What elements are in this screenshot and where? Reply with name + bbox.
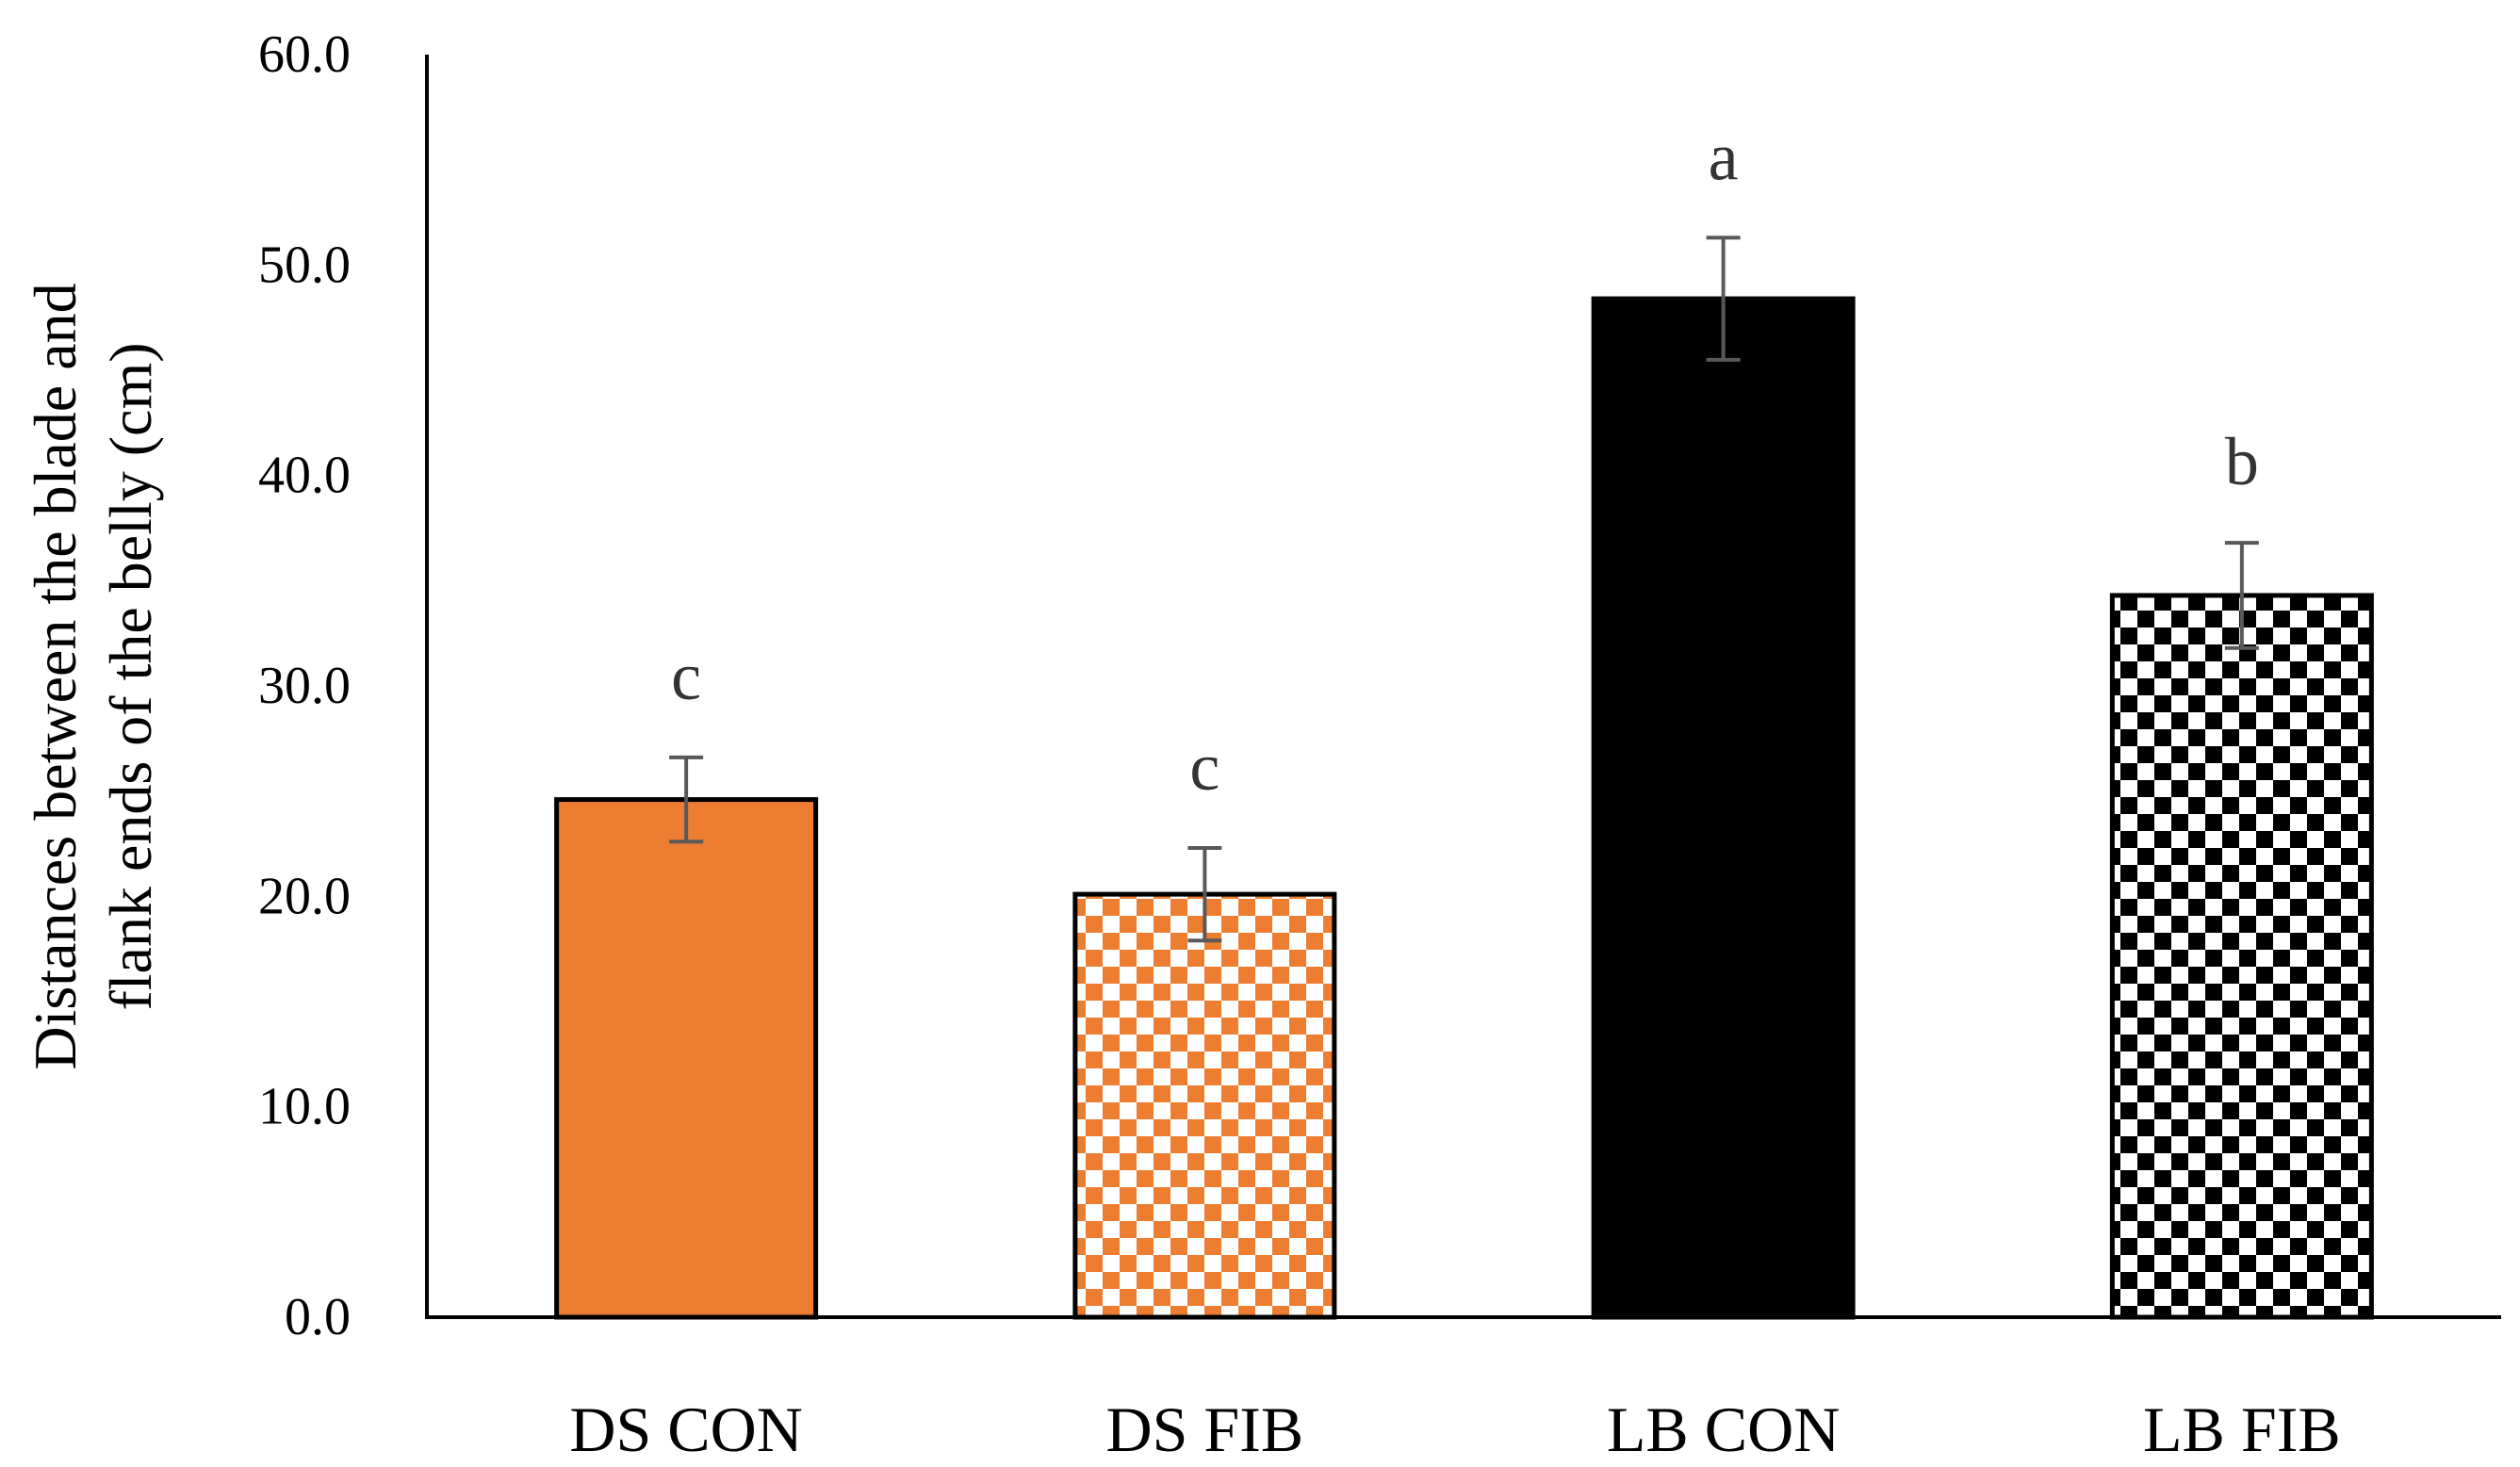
y-axis-title: Distances between the blade and flank en… [22,283,164,1069]
category-labels: DS CON DS FIB LB CON LB FIB [569,1394,2340,1465]
significance-label: b [2225,424,2259,499]
significance-label: c [1189,729,1219,805]
significance-label: a [1709,119,1739,194]
y-tick-label: 20.0 [258,867,351,925]
bar-lb-con [1594,299,1853,1317]
y-tick-label: 50.0 [258,236,351,294]
x-category-label: DS FIB [1106,1394,1304,1465]
y-tick-label: 0.0 [285,1288,351,1346]
y-axis-ticks: 0.0 10.0 20.0 30.0 40.0 50.0 60.0 [258,25,351,1346]
x-category-label: LB CON [1607,1394,1840,1465]
bar-ds-fib [1075,894,1334,1317]
x-category-label: LB FIB [2143,1394,2341,1465]
error-bars [669,237,2259,940]
bar-lb-fib [2112,595,2371,1317]
y-tick-label: 60.0 [258,25,351,84]
significance-labels: c c a b [671,119,2259,805]
significance-label: c [671,639,701,714]
y-axis-title-line-1: Distances between the blade and [22,283,89,1069]
y-tick-label: 40.0 [258,447,351,505]
bar-chart: Distances between the blade and flank en… [0,0,2520,1467]
x-category-label: DS CON [569,1394,803,1465]
y-axis-title-line-2: flank ends of the belly (cm) [97,342,164,1010]
bar-ds-con [557,800,816,1317]
y-tick-label: 10.0 [258,1078,351,1136]
bars [557,299,2372,1317]
y-tick-label: 30.0 [258,657,351,715]
